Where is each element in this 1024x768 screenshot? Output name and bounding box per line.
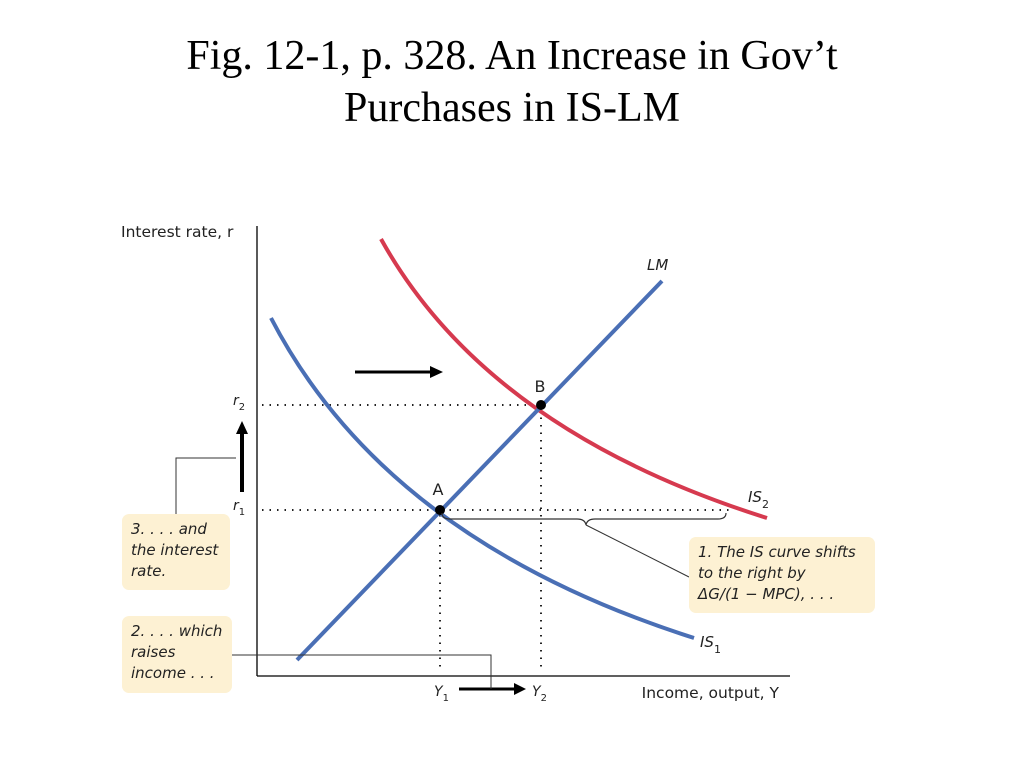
point-b-label: B bbox=[535, 377, 546, 396]
is2-curve bbox=[379, 238, 768, 520]
tick-y1: Y1 bbox=[434, 684, 449, 704]
income-rise-arrow bbox=[459, 683, 526, 695]
point-b bbox=[536, 400, 546, 410]
note1-connector bbox=[585, 524, 690, 578]
title-line-1: Fig. 12-1, p. 328. An Increase in Gov’t bbox=[186, 33, 838, 79]
y-axis-label: Interest rate, r bbox=[121, 223, 234, 241]
is1-curve bbox=[269, 317, 695, 640]
note2-connector bbox=[232, 654, 492, 689]
note3-connector bbox=[175, 457, 236, 515]
is2-label: IS2 bbox=[748, 488, 769, 511]
title-line-2: Purchases in IS-LM bbox=[344, 85, 680, 131]
lm-label: LM bbox=[647, 256, 668, 274]
shift-brace bbox=[441, 512, 727, 526]
shift-right-arrow bbox=[355, 366, 443, 378]
note-interest-rate: 3. . . . and the interest rate. bbox=[122, 514, 230, 590]
slide-title: Fig. 12-1, p. 328. An Increase in Gov’t … bbox=[0, 30, 1024, 134]
lm-curve bbox=[295, 279, 664, 662]
note-is-shift: 1. The IS curve shifts to the right by Δ… bbox=[689, 537, 875, 613]
is1-label: IS1 bbox=[700, 633, 721, 656]
point-a bbox=[435, 505, 445, 515]
tick-y2: Y2 bbox=[532, 684, 547, 704]
rate-rise-arrow bbox=[236, 421, 248, 492]
point-a-label: A bbox=[433, 480, 444, 499]
tick-r1: r1 bbox=[233, 498, 245, 518]
tick-r2: r2 bbox=[233, 393, 245, 413]
note-raises-income: 2. . . . which raises income . . . bbox=[122, 616, 232, 693]
x-axis-label: Income, output, Y bbox=[642, 684, 780, 702]
